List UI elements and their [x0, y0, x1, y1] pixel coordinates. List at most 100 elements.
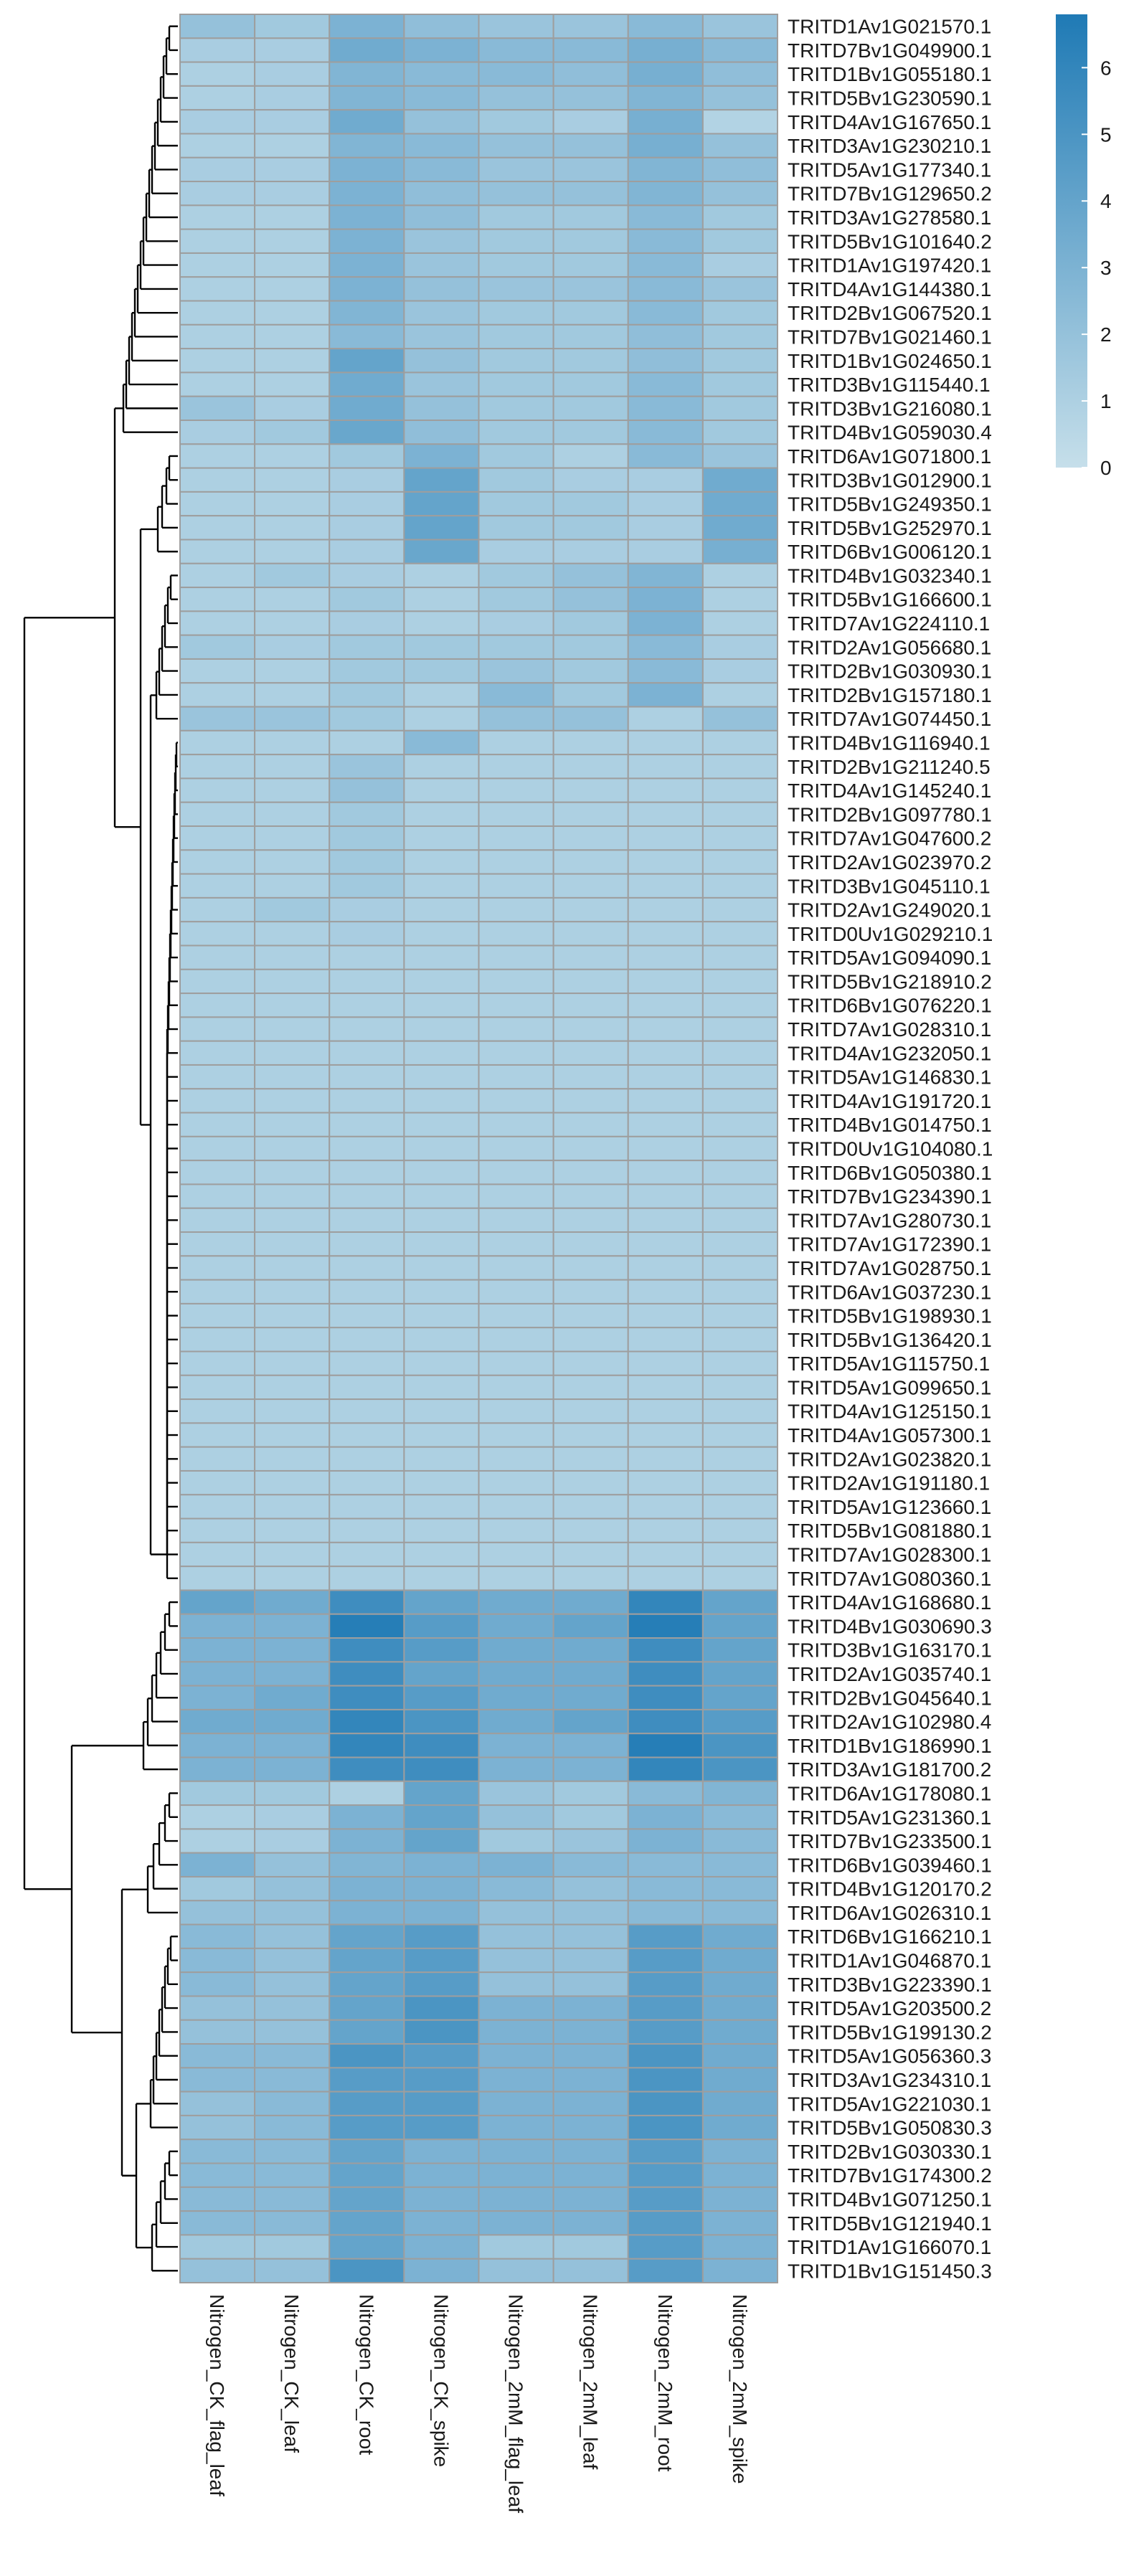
heatmap-cell — [552, 2234, 629, 2260]
row-label: TRITD5Av1G094090.1 — [788, 947, 991, 969]
heatmap-cell — [403, 658, 480, 684]
heatmap-cell — [179, 1756, 256, 1782]
heatmap-cell — [403, 1708, 480, 1735]
heatmap-cell — [478, 1112, 554, 1137]
row-label: TRITD4Bv1G120170.2 — [788, 1878, 992, 1900]
heatmap-cell — [403, 1923, 480, 1949]
heatmap-cell — [627, 1852, 704, 1877]
heatmap-cell — [329, 944, 405, 970]
heatmap-cell — [254, 1183, 331, 1209]
heatmap-cell — [627, 1923, 704, 1949]
heatmap-cell — [179, 1733, 256, 1758]
heatmap-cell — [179, 968, 256, 995]
heatmap-cell — [627, 1589, 704, 1615]
heatmap-cell — [179, 85, 256, 111]
heatmap-cell — [254, 2090, 331, 2116]
heatmap-cell — [552, 944, 629, 970]
heatmap-cell — [179, 896, 256, 923]
heatmap-cell — [403, 467, 480, 493]
row-label: TRITD7Bv1G174300.2 — [788, 2164, 992, 2187]
heatmap-cell — [627, 2139, 704, 2164]
heatmap-cell — [478, 1589, 554, 1615]
heatmap-cell — [701, 1780, 779, 1806]
heatmap-cell — [627, 1422, 704, 1448]
heatmap-cell — [329, 1804, 405, 1830]
heatmap-cell — [701, 729, 779, 756]
heatmap-cell — [627, 1566, 704, 1591]
heatmap-cell — [254, 968, 331, 995]
heatmap-cell — [179, 562, 256, 589]
heatmap-cell — [329, 1517, 405, 1543]
heatmap-cell — [179, 1613, 256, 1639]
heatmap-cell — [701, 1160, 779, 1185]
heatmap-cell — [254, 1541, 331, 1568]
heatmap-cell — [329, 181, 405, 207]
heatmap-cell — [478, 849, 554, 875]
heatmap-cell — [254, 801, 331, 828]
heatmap-cell — [254, 921, 331, 947]
heatmap-cell — [329, 323, 405, 350]
heatmap-cell — [403, 2067, 480, 2093]
heatmap-cell — [552, 1183, 629, 1209]
heatmap-cell — [254, 2019, 331, 2045]
heatmap-cell — [627, 1971, 704, 1997]
heatmap-cell — [329, 491, 405, 517]
row-label: TRITD4Bv1G032340.1 — [788, 564, 992, 587]
heatmap-cell — [627, 1374, 704, 1401]
heatmap-cell — [254, 1016, 331, 1042]
heatmap-cell — [478, 300, 554, 326]
heatmap-cell — [701, 634, 779, 660]
row-label: TRITD2Av1G023970.2 — [788, 851, 991, 873]
heatmap-cell — [179, 276, 256, 302]
heatmap-cell — [329, 1302, 405, 1329]
heatmap-cell — [403, 1971, 480, 1997]
heatmap-cell — [478, 515, 554, 541]
heatmap-cell — [403, 1135, 480, 1162]
heatmap-cell — [254, 1302, 331, 1329]
heatmap-cell — [478, 1733, 554, 1758]
heatmap-cell — [478, 634, 554, 660]
row-label: TRITD1Av1G021570.1 — [788, 16, 991, 38]
heatmap-cell — [478, 1900, 554, 1926]
heatmap-cell — [627, 252, 704, 278]
heatmap-cell — [701, 1279, 779, 1304]
heatmap-cell — [701, 1828, 779, 1854]
heatmap-cell — [254, 1374, 331, 1401]
row-label: TRITD5Av1G123660.1 — [788, 1496, 991, 1518]
heatmap-cell — [701, 1469, 779, 1496]
heatmap-cell — [403, 2234, 480, 2260]
heatmap-cell — [552, 1971, 629, 1997]
heatmap-cell — [179, 1589, 256, 1615]
row-label: TRITD4Av1G057300.1 — [788, 1424, 991, 1446]
heatmap-cell — [627, 1231, 704, 1257]
row-label: TRITD5Av1G221030.1 — [788, 2093, 991, 2115]
heatmap-cell — [552, 754, 629, 780]
heatmap-cell — [179, 371, 256, 397]
heatmap-cell — [403, 515, 480, 541]
heatmap-cell — [552, 1828, 629, 1854]
heatmap-cell — [403, 348, 480, 374]
heatmap-cell — [329, 1637, 405, 1663]
heatmap-cell — [627, 371, 704, 397]
heatmap-cell — [254, 61, 331, 87]
heatmap-cell — [254, 2114, 331, 2141]
heatmap-cell — [403, 2114, 480, 2141]
heatmap-cell — [627, 1804, 704, 1830]
heatmap-cell — [254, 467, 331, 493]
heatmap-cell — [179, 1541, 256, 1568]
heatmap-cell — [701, 754, 779, 780]
heatmap-cell — [552, 2019, 629, 2045]
heatmap-cell — [627, 1064, 704, 1090]
heatmap-cell — [627, 2234, 704, 2260]
heatmap-cell — [478, 587, 554, 612]
heatmap-cell — [179, 2067, 256, 2093]
row-labels: TRITD1Av1G021570.1TRITD7Bv1G049900.1TRIT… — [788, 16, 993, 2283]
heatmap-cell — [403, 300, 480, 326]
heatmap-cell — [478, 420, 554, 445]
legend-color-bar — [1056, 14, 1087, 468]
heatmap-cell — [179, 1398, 256, 1424]
heatmap-cell — [403, 420, 480, 445]
heatmap-cell — [552, 1900, 629, 1926]
heatmap-cell — [701, 2090, 779, 2116]
heatmap-cell — [254, 1088, 331, 1114]
